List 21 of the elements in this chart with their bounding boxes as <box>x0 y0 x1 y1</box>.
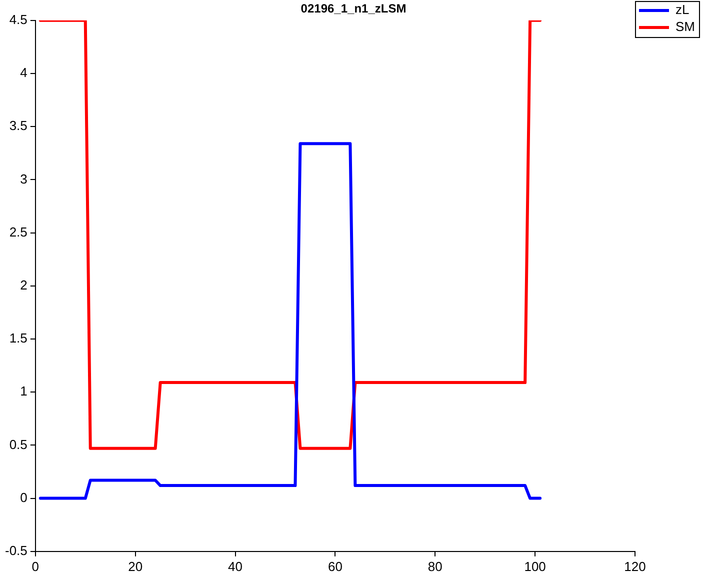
x-tick-label: 0 <box>32 558 40 574</box>
legend-label: zL <box>676 2 690 18</box>
y-tick-label: 2.5 <box>9 224 28 240</box>
y-tick-label: 1 <box>20 384 28 399</box>
y-tick-label: 4.5 <box>9 12 28 27</box>
y-tick-label: 4 <box>20 65 28 80</box>
chart-title: 02196_1_n1_zLSM <box>300 2 406 16</box>
y-tick-label: 2 <box>20 277 28 292</box>
y-tick-label: -0.5 <box>4 542 28 558</box>
legend-label: SM <box>676 19 695 34</box>
y-tick-label: 3 <box>20 171 28 186</box>
x-tick-label: 60 <box>328 558 342 574</box>
y-tick-label: 0 <box>20 490 28 505</box>
x-tick-label: 80 <box>428 558 442 574</box>
x-tick-label: 100 <box>524 558 546 574</box>
x-tick-label: 120 <box>624 558 646 574</box>
y-tick-label: 1.5 <box>9 330 28 346</box>
x-tick-label: 40 <box>228 558 242 574</box>
x-tick-label: 20 <box>128 558 143 574</box>
y-tick-label: 3.5 <box>9 118 28 134</box>
y-tick-label: 0.5 <box>9 436 28 452</box>
